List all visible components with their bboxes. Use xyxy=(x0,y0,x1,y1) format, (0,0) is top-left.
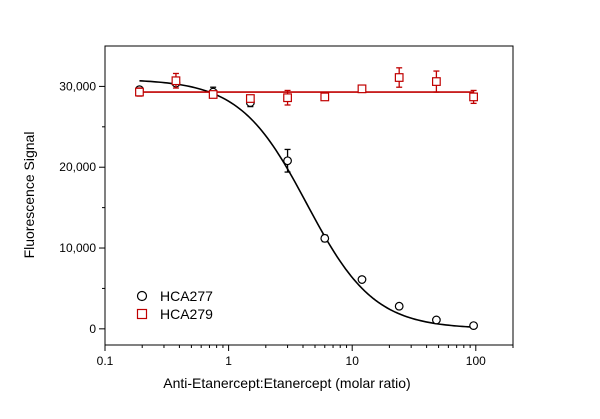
data-point xyxy=(431,315,441,325)
y-tick-label: 20,000 xyxy=(59,160,96,174)
data-point xyxy=(357,275,367,284)
data-point xyxy=(394,73,404,82)
y-tick-label: 30,000 xyxy=(59,79,96,93)
data-point xyxy=(320,233,330,243)
x-tick-label: 10 xyxy=(346,354,360,368)
data-point xyxy=(283,93,292,103)
x-tick-label: 1 xyxy=(225,354,232,368)
data-point xyxy=(208,90,218,99)
data-point xyxy=(135,87,144,97)
legend-label-HCA277: HCA277 xyxy=(160,288,213,304)
series-HCA279 xyxy=(135,67,479,106)
data-point xyxy=(469,321,479,331)
data-point xyxy=(469,92,479,102)
y-tick-label: 0 xyxy=(89,322,96,336)
legend-marker-HCA279 xyxy=(136,308,148,320)
data-point xyxy=(357,84,367,94)
data-point xyxy=(431,77,441,86)
legend: HCA277 HCA279 xyxy=(136,288,213,322)
plot-frame xyxy=(104,45,514,346)
plot-area xyxy=(135,67,479,331)
legend-marker-HCA277 xyxy=(136,290,148,302)
x-tick-label: 0.1 xyxy=(97,354,114,368)
data-point xyxy=(245,94,255,103)
fit-curve-HCA277 xyxy=(139,80,474,328)
y-tick-label: 10,000 xyxy=(59,241,96,255)
y-axis-title: Fluorescence Signal xyxy=(21,132,37,259)
data-point xyxy=(171,76,181,86)
data-point xyxy=(394,301,404,311)
x-tick-label: 100 xyxy=(466,354,486,368)
x-axis-title: Anti-Etanercept:Etanercept (molar ratio) xyxy=(163,375,410,391)
data-point xyxy=(320,92,330,102)
legend-label-HCA279: HCA279 xyxy=(160,306,213,322)
data-point xyxy=(283,156,292,166)
axis-ticks: 0.1 1 10 100 0 10,000 20,000 30,000 xyxy=(59,79,514,368)
